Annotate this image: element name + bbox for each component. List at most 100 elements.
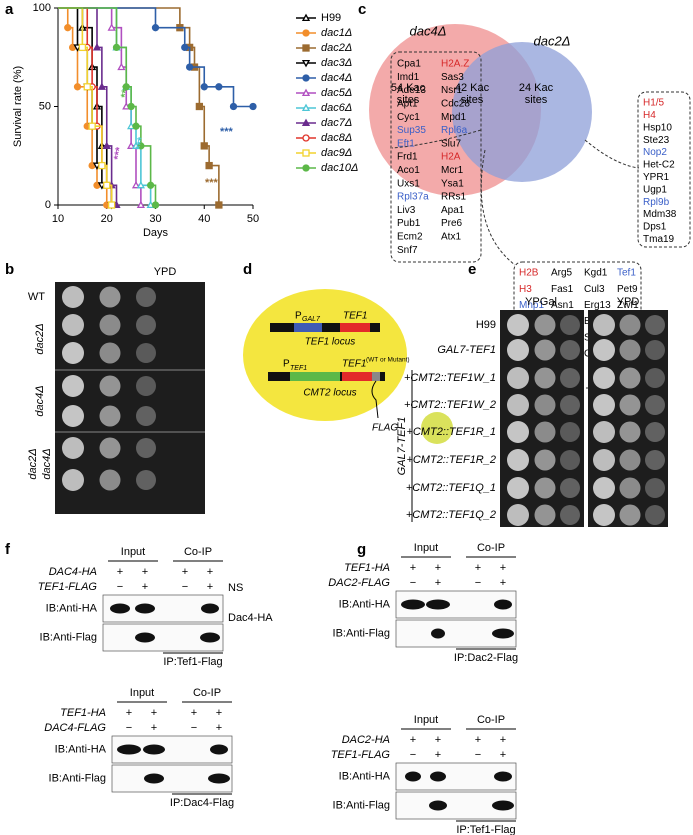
- protein-label: Imd1: [397, 72, 420, 83]
- protein-label: H2A: [441, 152, 461, 163]
- colony-spot: [507, 504, 529, 526]
- marker: [200, 83, 208, 91]
- sign: +: [126, 707, 132, 719]
- colony-spot: [136, 438, 156, 458]
- blot-header: Co-IP: [477, 714, 505, 726]
- sign: −: [126, 722, 132, 734]
- strain-label: dac4Δ: [41, 448, 53, 479]
- x-tick-label: 50: [247, 213, 259, 225]
- sign: +: [500, 562, 506, 574]
- strain-label: dac4Δ: [34, 385, 46, 416]
- colony-spot: [534, 449, 556, 471]
- sign: +: [500, 577, 506, 589]
- ip-label: IP:Dac4-Flag: [170, 797, 234, 809]
- marker: [107, 201, 116, 209]
- strain-label: GAL7-TEF1: [437, 344, 496, 356]
- construct-row: DAC4-HA: [49, 566, 97, 578]
- sign: +: [142, 581, 148, 593]
- bud: [421, 412, 453, 444]
- blot-header: Co-IP: [477, 542, 505, 554]
- marker: [92, 43, 102, 51]
- band: [492, 800, 514, 811]
- protein-label: H2B: [519, 268, 539, 279]
- legend-marker: [301, 103, 311, 112]
- band: [431, 628, 445, 639]
- construct-row: TEF1-HA: [344, 562, 390, 574]
- marker: [181, 43, 189, 52]
- colony-spot: [645, 478, 665, 498]
- marker: [136, 200, 145, 209]
- set-label: dac2Δ: [534, 33, 571, 48]
- colony-spot: [507, 449, 529, 471]
- marker: [117, 62, 126, 71]
- list-box: [637, 91, 691, 248]
- colony-spot: [62, 469, 84, 491]
- band: [135, 603, 155, 614]
- group-label: GAL7-TEF1: [396, 417, 408, 476]
- colony-spot: [645, 315, 665, 335]
- protein-label: Cpa1: [397, 59, 421, 70]
- protein-label: Het-C2: [643, 160, 675, 171]
- protein-label: Nsr1: [441, 85, 463, 96]
- legend-label: dac1Δ: [321, 27, 352, 39]
- protein-label: Ysa1: [441, 178, 464, 189]
- construct-label: TEF1: [343, 311, 367, 322]
- sign: −: [475, 749, 481, 761]
- connector: [584, 139, 640, 169]
- protein-label: Fas1: [551, 284, 574, 295]
- panel-letter: g: [357, 541, 366, 558]
- sign: +: [500, 749, 506, 761]
- protein-label: Slu7: [441, 138, 461, 149]
- colony-spot: [62, 314, 84, 336]
- legend-marker: [301, 13, 311, 22]
- sign: +: [207, 581, 213, 593]
- protein-label: YPR1: [643, 172, 670, 183]
- colony-spot: [534, 314, 556, 336]
- band: [210, 744, 228, 755]
- sign: +: [475, 562, 481, 574]
- connector: [391, 129, 482, 149]
- marker: [107, 23, 116, 31]
- colony-spot: [619, 367, 641, 389]
- construct-row: TEF1-FLAG: [331, 749, 391, 761]
- x-axis-label: Days: [143, 227, 169, 239]
- protein-label: Apa1: [441, 205, 465, 216]
- marker: [215, 201, 223, 209]
- colony-spot: [99, 342, 121, 364]
- colony-spot: [645, 368, 665, 388]
- colony-spot: [507, 314, 529, 336]
- band: [201, 603, 219, 614]
- band: [144, 773, 164, 784]
- colony-spot: [534, 394, 556, 416]
- protein-label: Aco1: [397, 165, 420, 176]
- colony-spot: [560, 478, 580, 498]
- colony-spot: [593, 339, 615, 361]
- colony-spot: [593, 367, 615, 389]
- colony-spot: [507, 367, 529, 389]
- band-note: NS: [228, 582, 243, 594]
- construct-label: P: [283, 359, 290, 370]
- construct-label: P: [295, 311, 302, 322]
- colony-spot: [619, 339, 641, 361]
- colony-spot: [99, 469, 121, 491]
- protein-label: Mdm38: [643, 209, 677, 220]
- colony-spot: [62, 437, 84, 459]
- colony-spot: [507, 421, 529, 443]
- sign: +: [500, 734, 506, 746]
- significance: ***: [220, 126, 234, 138]
- colony-spot: [593, 477, 615, 499]
- protein-label: Hsp10: [643, 122, 672, 133]
- legend-marker: [302, 44, 310, 52]
- marker: [151, 201, 160, 209]
- sign: +: [435, 749, 441, 761]
- marker: [205, 161, 213, 170]
- survival-line: [58, 7, 113, 205]
- colony-spot: [593, 314, 615, 336]
- band: [200, 632, 220, 643]
- significance: ***: [119, 84, 133, 99]
- marker: [195, 102, 204, 111]
- colony-spot: [99, 437, 121, 459]
- protein-label: Frd1: [397, 152, 418, 163]
- significance: ***: [134, 136, 148, 151]
